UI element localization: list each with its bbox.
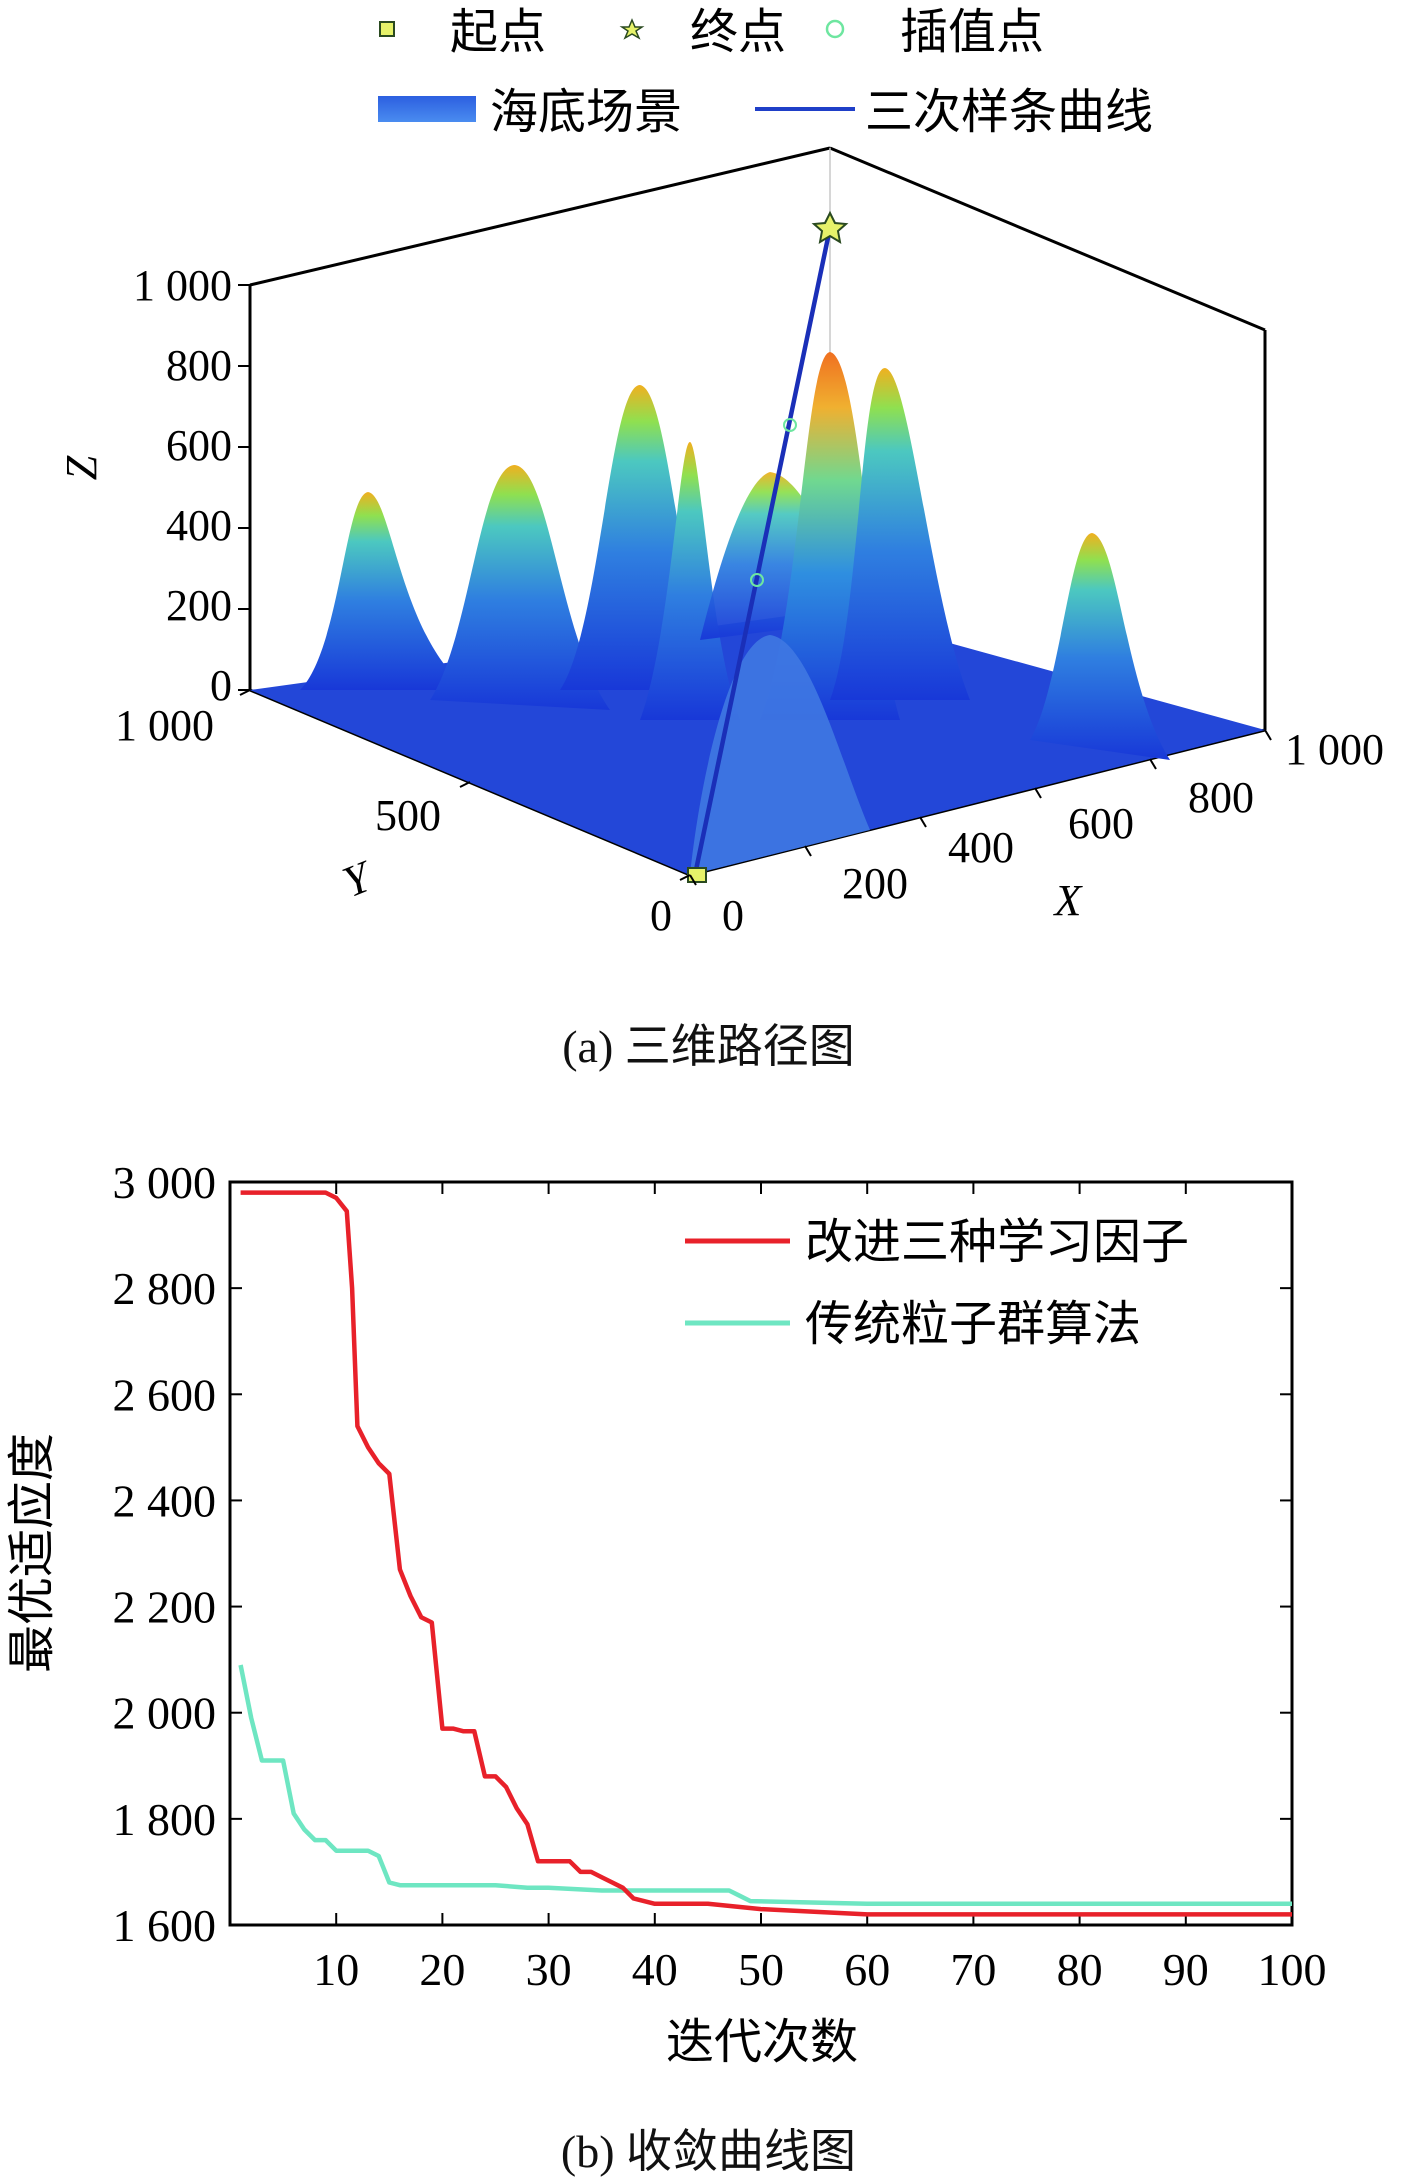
peak-right-tall — [830, 368, 970, 700]
figure-b-convergence: 1 600 1 800 2 000 2 200 2 400 2 600 2 800 3 000… — [6, 1157, 1327, 2069]
x-tick-label: 30 — [526, 1944, 572, 1995]
x-tick-label: 1 000 — [1285, 725, 1384, 774]
y-ticks: 1 600 1 800 2 000 2 200 2 400 2 600 2 800 3 000 — [113, 1157, 1292, 1951]
y-tick-label: 0 — [650, 891, 672, 940]
caption-a: (a) 三维路径图 — [562, 1021, 855, 1072]
series-lines — [238, 1190, 1292, 1917]
peak-center-narrow — [640, 441, 740, 720]
z-tick-label: 0 — [210, 661, 232, 710]
start-point-legend-marker — [379, 21, 395, 37]
caption-b: (b) 收敛曲线图 — [560, 2126, 857, 2177]
interp-point-legend-marker — [825, 19, 845, 39]
end-point-marker — [811, 210, 849, 244]
cubic-spline-path — [693, 227, 833, 871]
legend-label-seabed: 海底场景 — [490, 86, 682, 139]
x-tick-label: 60 — [844, 1944, 890, 1995]
seabed-legend-patch — [378, 96, 476, 122]
y-tick-label: 2 600 — [113, 1369, 217, 1420]
y-tick-label: 2 000 — [113, 1688, 217, 1739]
x-axis-label: X — [1053, 876, 1084, 925]
x-tick-label: 100 — [1258, 1944, 1327, 1995]
peak-left-mid — [430, 465, 610, 710]
x-tick-label: 80 — [1057, 1944, 1103, 1995]
seabed-surface — [250, 352, 1265, 875]
x-tick-label: 800 — [1188, 773, 1254, 822]
x-tick-label: 50 — [738, 1944, 784, 1995]
z-tick-label: 800 — [166, 341, 232, 390]
legend-label-spline: 三次样条曲线 — [865, 86, 1153, 139]
interp-point — [783, 418, 797, 432]
y-axis-label: Y — [336, 851, 381, 907]
x-tick-label: 40 — [632, 1944, 678, 1995]
x-ticks: 10 20 30 40 50 60 70 80 90 100 — [313, 1182, 1327, 1995]
legend-label-interp: 插值点 — [900, 6, 1044, 59]
x-tick-label: 70 — [950, 1944, 996, 1995]
y-tick-label: 2 400 — [113, 1475, 217, 1526]
x-tick-label: 0 — [722, 891, 744, 940]
x-tick-label: 90 — [1163, 1944, 1209, 1995]
interp-point — [750, 573, 764, 587]
z-tick-label: 1 000 — [133, 261, 232, 310]
x-tick-label: 20 — [419, 1944, 465, 1995]
y-tick-label: 1 800 — [113, 1794, 217, 1845]
x-axis-label: 迭代次数 — [666, 2016, 858, 2069]
z-axis-label: Z — [57, 455, 106, 480]
series-line-traditional — [238, 1664, 1292, 1907]
peak-right-far — [1030, 533, 1170, 760]
x-tick-label: 10 — [313, 1944, 359, 1995]
x-tick-label: 400 — [948, 823, 1014, 872]
figure-a-3d-path: 起点 终点 插值点 海底场景 三次样条曲线 — [57, 6, 1384, 940]
legend-b: 改进三种学习因子 传统粒子群算法 — [685, 1216, 1189, 1351]
y-axis-label: 最优适应度 — [6, 1433, 59, 1673]
z-axis: 0 200 400 600 800 1 000 Z — [57, 261, 250, 710]
x-tick-label: 600 — [1068, 799, 1134, 848]
y-tick-label: 500 — [375, 791, 441, 840]
legend-label-start: 起点 — [450, 6, 546, 59]
y-tick-label: 2 200 — [113, 1582, 217, 1633]
x-tick-label: 200 — [842, 859, 908, 908]
y-tick-label: 1 600 — [113, 1900, 217, 1951]
legend-label-traditional: 传统粒子群算法 — [805, 1298, 1141, 1351]
legend-label-end: 终点 — [690, 6, 786, 59]
end-point-legend-marker — [619, 18, 645, 40]
legend-label-improved: 改进三种学习因子 — [805, 1216, 1189, 1269]
series-line-improved — [240, 1190, 1292, 1917]
x-axis: 0 200 400 600 800 1 000 X — [689, 725, 1384, 940]
y-tick-label: 1 000 — [115, 701, 214, 750]
y-tick-label: 3 000 — [113, 1157, 217, 1208]
y-tick-label: 2 800 — [113, 1263, 217, 1314]
plot-frame — [228, 1180, 1294, 1927]
legend-a: 起点 终点 插值点 海底场景 三次样条曲线 — [378, 6, 1153, 139]
peak-left-far — [300, 492, 470, 690]
z-tick-label: 200 — [166, 581, 232, 630]
foreground-mound — [690, 635, 870, 875]
z-tick-label: 600 — [166, 421, 232, 470]
z-tick-label: 400 — [166, 501, 232, 550]
